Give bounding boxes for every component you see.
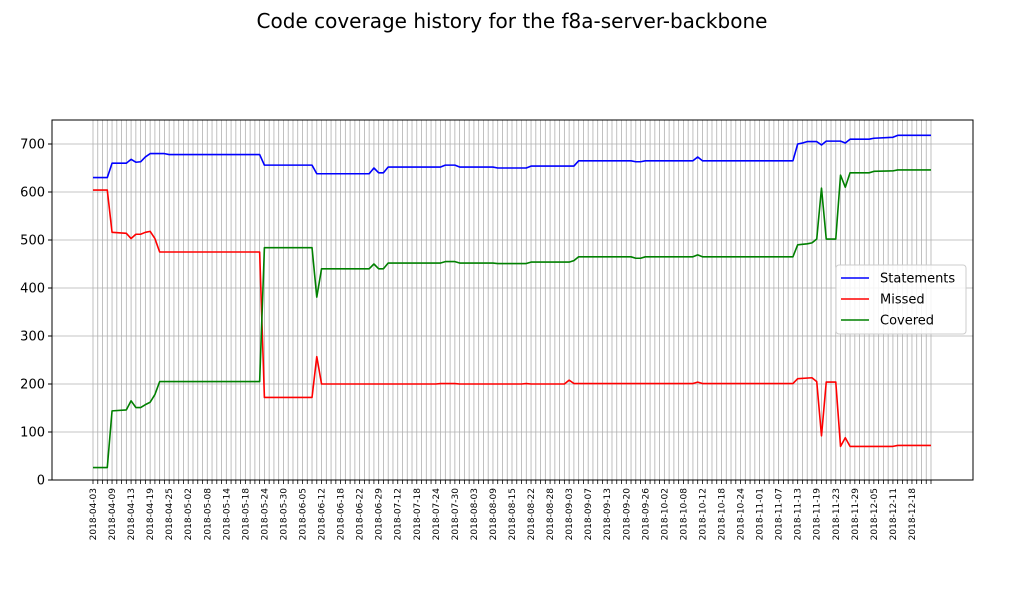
x-tick-label: 2018-11-19 — [813, 488, 823, 541]
chart-title: Code coverage history for the f8a-server… — [257, 9, 768, 33]
series-line-covered — [93, 169, 931, 469]
y-tick-label: 0 — [37, 474, 45, 489]
legend-box — [835, 264, 967, 335]
x-tick-label: 2018-10-02 — [660, 488, 670, 540]
x-tick-label: 2018-11-07 — [775, 488, 785, 540]
x-tick-label: 2018-06-12 — [318, 488, 328, 540]
y-tick-label: 300 — [20, 330, 45, 345]
x-tick-label: 2018-08-22 — [527, 488, 537, 540]
y-tick-label: 100 — [20, 426, 45, 441]
x-tick-label: 2018-10-24 — [737, 488, 747, 541]
x-tick-label: 2018-07-30 — [451, 488, 461, 541]
x-axis: 2018-04-03 2018-04-09 2018-04-13 2018-04-19… — [89, 480, 932, 541]
x-tick-label: 2018-12-05 — [870, 488, 880, 540]
x-tick-label: 2018-04-13 — [127, 488, 137, 540]
x-tick-label: 2018-10-08 — [679, 488, 689, 541]
x-tick-label: 2018-09-03 — [565, 488, 575, 540]
x-tick-label: 2018-09-20 — [622, 488, 632, 541]
x-tick-label: 2018-11-23 — [832, 488, 842, 540]
x-tick-label: 2018-05-18 — [241, 488, 251, 541]
y-tick-label: 200 — [20, 378, 45, 393]
x-tick-label: 2018-04-09 — [108, 488, 118, 541]
x-tick-label: 2018-04-25 — [165, 488, 175, 540]
x-tick-label: 2018-12-11 — [889, 488, 899, 540]
x-tick-label: 2018-09-13 — [603, 488, 613, 540]
x-tick-label: 2018-06-18 — [337, 488, 347, 541]
y-tick-label: 500 — [20, 234, 45, 249]
x-tick-label: 2018-08-09 — [489, 488, 499, 541]
legend-label-missed: Missed — [880, 293, 925, 308]
x-tick-label: 2018-11-29 — [851, 488, 861, 541]
grid — [52, 120, 973, 481]
x-tick-label: 2018-05-08 — [203, 488, 213, 541]
plot-frame — [51, 119, 974, 481]
legend: Statements Missed Covered — [835, 264, 967, 335]
x-tick-label: 2018-12-18 — [908, 488, 918, 541]
x-tick-label: 2018-04-03 — [89, 488, 99, 540]
x-tick-label: 2018-11-13 — [794, 488, 804, 540]
x-tick-label: 2018-08-15 — [508, 488, 518, 540]
x-tick-label: 2018-05-30 — [279, 488, 289, 541]
x-tick-label: 2018-05-14 — [222, 488, 232, 541]
x-tick-label: 2018-08-28 — [546, 488, 556, 541]
x-tick-label: 2018-07-12 — [394, 488, 404, 540]
y-tick-label: 600 — [20, 186, 45, 201]
x-tick-label: 2018-09-07 — [584, 488, 594, 540]
x-tick-label: 2018-05-02 — [184, 488, 194, 540]
x-tick-label: 2018-06-05 — [299, 488, 309, 540]
x-tick-label: 2018-06-22 — [356, 488, 366, 540]
x-tick-label: 2018-06-29 — [375, 488, 385, 541]
x-tick-label: 2018-10-12 — [698, 488, 708, 540]
legend-label-statements: Statements — [880, 272, 955, 287]
series-layer — [93, 134, 931, 469]
y-tick-label: 400 — [20, 282, 45, 297]
y-axis: 0 100 200 300 400 500 600 700 — [20, 138, 52, 489]
x-tick-label: 2018-05-24 — [260, 488, 270, 541]
y-tick-label: 700 — [20, 138, 45, 153]
x-tick-label: 2018-10-18 — [718, 488, 728, 541]
x-tick-label: 2018-07-24 — [432, 488, 442, 541]
legend-label-covered: Covered — [880, 314, 934, 329]
series-line-statements — [93, 134, 931, 179]
x-tick-label: 2018-08-03 — [470, 488, 480, 540]
x-tick-label: 2018-11-01 — [756, 488, 766, 540]
series-line-missed — [93, 189, 931, 448]
x-tick-label: 2018-07-18 — [413, 488, 423, 541]
x-tick-label: 2018-04-19 — [146, 488, 156, 541]
x-tick-label: 2018-09-26 — [641, 488, 651, 541]
